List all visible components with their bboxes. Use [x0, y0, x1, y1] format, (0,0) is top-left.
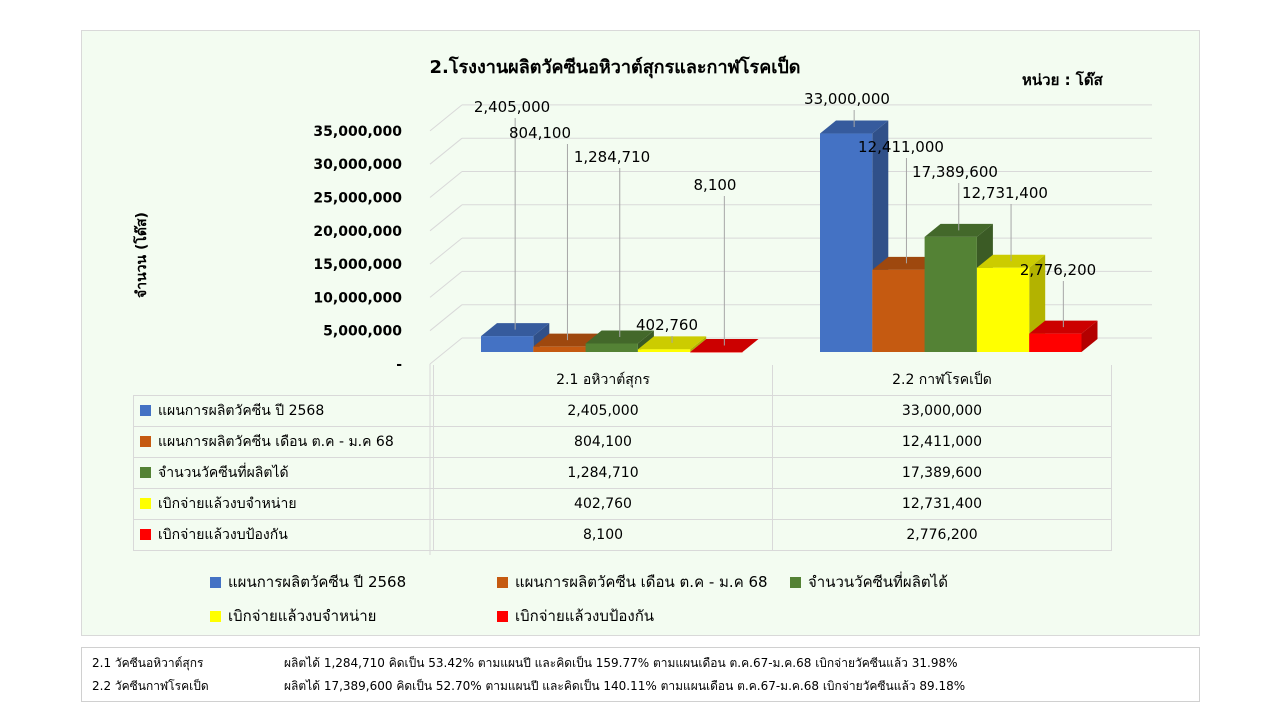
table-cell: 402,760 — [433, 488, 773, 520]
table-corner — [133, 365, 434, 396]
side-gridline — [429, 104, 463, 132]
table-cell: 1,284,710 — [433, 457, 773, 489]
bar — [690, 351, 743, 353]
bar — [533, 346, 586, 352]
legend-swatch — [210, 577, 221, 588]
table-row: แผนการผลิตวัคซีน ปี 2568 2,405,000 33,000,… — [133, 395, 1112, 427]
side-gridline — [429, 171, 463, 198]
table-row-label: แผนการผลิตวัคซีน ปี 2568 — [133, 395, 434, 427]
note-label: 2.2 วัคซีนกาฬโรคเป็ด — [92, 679, 209, 693]
table-header-cat-2: 2.2 กาฬโรคเป็ด — [772, 365, 1112, 396]
series-swatch — [140, 405, 151, 416]
table-header-cat-1: 2.1 อหิวาต์สุกร — [433, 365, 773, 396]
note-label: 2.1 วัคซีนอหิวาต์สุกร — [92, 656, 204, 670]
note-text: ผลิตได้ 1,284,710 คิดเป็น 53.42% ตามแผนป… — [284, 656, 958, 670]
legend-swatch — [790, 577, 801, 588]
note-row: 2.1 วัคซีนอหิวาต์สุกร ผลิตได้ 1,284,710 ค… — [92, 654, 958, 673]
data-label: 1,284,710 — [574, 148, 650, 166]
y-tick-label: 20,000,000 — [313, 224, 402, 240]
bar — [976, 267, 1030, 352]
legend-item: จำนวนวัคซีนที่ผลิตได้ — [790, 570, 948, 594]
bar — [820, 133, 873, 352]
side-gridline — [429, 137, 463, 165]
bar-side — [1081, 320, 1098, 352]
side-gridline — [429, 337, 463, 365]
series-name: เบิกจ่ายแล้วงบป้องกัน — [158, 527, 288, 543]
series-name: เบิกจ่ายแล้วงบจำหน่าย — [158, 496, 297, 512]
bar — [924, 236, 977, 352]
legend-swatch — [497, 611, 508, 622]
bar — [1029, 333, 1082, 352]
table-cell: 12,411,000 — [772, 426, 1112, 458]
series-name: แผนการผลิตวัคซีน ปี 2568 — [158, 403, 325, 419]
table-row-label: จำนวนวัคซีนที่ผลิตได้ — [133, 457, 434, 489]
legend-label: แผนการผลิตวัคซีน ปี 2568 — [228, 573, 407, 591]
series-swatch — [140, 467, 151, 478]
y-tick-label: 35,000,000 — [313, 124, 402, 140]
bar — [872, 269, 925, 352]
table-cell: 2,405,000 — [433, 395, 773, 427]
data-label: 2,405,000 — [474, 98, 550, 116]
data-label: 17,389,600 — [912, 163, 998, 181]
y-tick-label: 10,000,000 — [313, 290, 402, 306]
legend-item: เบิกจ่ายแล้วงบป้องกัน — [497, 604, 654, 628]
data-label: 12,411,000 — [858, 138, 944, 156]
series-swatch — [140, 436, 151, 447]
side-gridline — [429, 271, 463, 298]
table-cell: 17,389,600 — [772, 457, 1112, 489]
data-table: 2.1 อหิวาต์สุกร 2.2 กาฬโรคเป็ด แผนการผลิ… — [133, 365, 1112, 551]
table-cell: 33,000,000 — [772, 395, 1112, 427]
legend-swatch — [497, 577, 508, 588]
series-swatch — [140, 529, 151, 540]
side-gridline — [429, 304, 463, 332]
side-gridline — [429, 237, 463, 265]
chart-title: 2.โรงงานผลิตวัคซีนอหิวาต์สุกรและกาฬโรคเป… — [429, 57, 801, 78]
table-row-label: เบิกจ่ายแล้วงบป้องกัน — [133, 519, 434, 551]
bar-side — [742, 338, 759, 352]
note-text: ผลิตได้ 17,389,600 คิดเป็น 52.70% ตามแผน… — [284, 679, 966, 693]
legend-label: จำนวนวัคซีนที่ผลิตได้ — [808, 573, 948, 591]
table-cell: 12,731,400 — [772, 488, 1112, 520]
table-row-label: แผนการผลิตวัคซีน เดือน ต.ค - ม.ค 68 — [133, 426, 434, 458]
series-name: จำนวนวัคซีนที่ผลิตได้ — [158, 465, 289, 481]
data-label: 33,000,000 — [804, 90, 890, 108]
legend-item: แผนการผลิตวัคซีน เดือน ต.ค - ม.ค 68 — [497, 570, 768, 594]
data-label: 804,100 — [509, 124, 571, 142]
legend-swatch — [210, 611, 221, 622]
legend-item: แผนการผลิตวัคซีน ปี 2568 — [210, 570, 406, 594]
data-label: 2,776,200 — [1020, 261, 1096, 279]
table-row: เบิกจ่ายแล้วงบจำหน่าย 402,760 12,731,400 — [133, 488, 1112, 520]
unit-label: หน่วย : โด๊ส — [1022, 71, 1103, 89]
y-tick-label: 15,000,000 — [313, 257, 402, 273]
bar — [481, 336, 534, 352]
y-tick-label: 30,000,000 — [313, 157, 402, 173]
legend-label: แผนการผลิตวัคซีน เดือน ต.ค - ม.ค 68 — [515, 573, 768, 591]
table-row-label: เบิกจ่ายแล้วงบจำหน่าย — [133, 488, 434, 520]
table-row: จำนวนวัคซีนที่ผลิตได้ 1,284,710 17,389,600 — [133, 457, 1112, 489]
y-tick-label: 25,000,000 — [313, 191, 402, 207]
data-label: 12,731,400 — [962, 184, 1048, 202]
bar — [637, 349, 691, 352]
table-row: แผนการผลิตวัคซีน เดือน ต.ค - ม.ค 68 804,1… — [133, 426, 1112, 458]
table-cell: 2,776,200 — [772, 519, 1112, 551]
notes-box: 2.1 วัคซีนอหิวาต์สุกร ผลิตได้ 1,284,710 ค… — [81, 647, 1200, 702]
table-cell: 8,100 — [433, 519, 773, 551]
bar — [585, 343, 638, 352]
legend-item: เบิกจ่ายแล้วงบจำหน่าย — [210, 604, 376, 628]
note-row: 2.2 วัคซีนกาฬโรคเป็ด ผลิตได้ 17,389,600 ค… — [92, 677, 965, 696]
series-name: แผนการผลิตวัคซีน เดือน ต.ค - ม.ค 68 — [158, 434, 394, 450]
data-label: 402,760 — [636, 316, 698, 334]
legend-label: เบิกจ่ายแล้วงบป้องกัน — [515, 607, 655, 625]
side-gridline — [429, 204, 463, 232]
data-label: 8,100 — [694, 176, 737, 194]
table-cell: 804,100 — [433, 426, 773, 458]
table-row: เบิกจ่ายแล้วงบป้องกัน 8,100 2,776,200 — [133, 519, 1112, 551]
bar-side — [690, 336, 707, 352]
legend-label: เบิกจ่ายแล้วงบจำหน่าย — [228, 607, 377, 625]
series-swatch — [140, 498, 151, 509]
y-tick-label: 5,000,000 — [323, 324, 402, 340]
